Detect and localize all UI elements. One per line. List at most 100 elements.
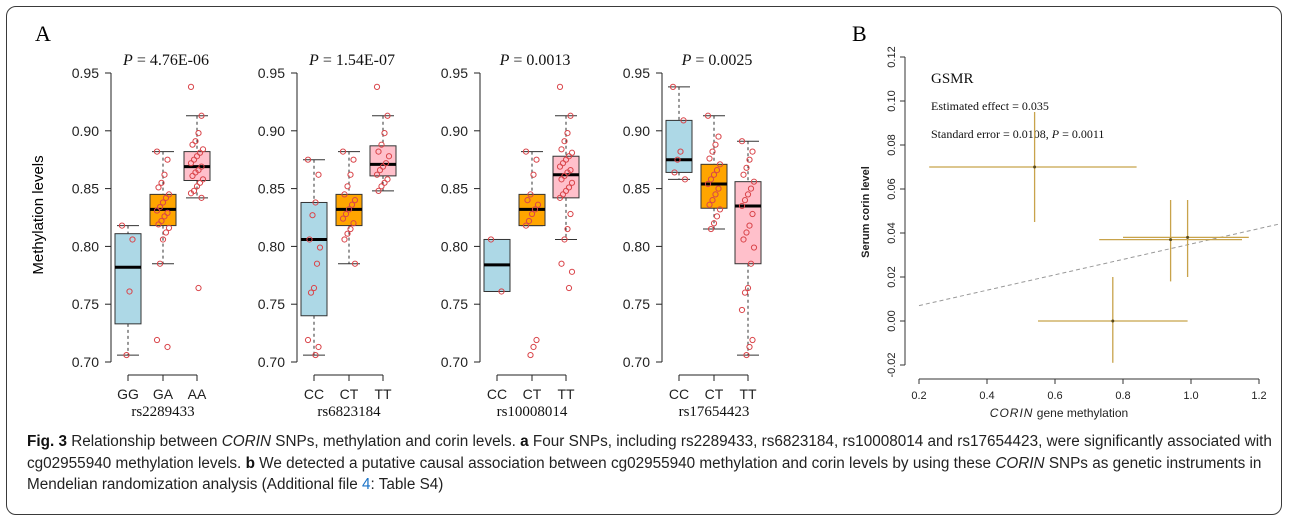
x-axis-label-text: gene methylation: [1033, 406, 1128, 420]
boxplot-2: 0.95 0.90 0.85 0.80 0.75 0.70 CC CT TT rs6823184 P…: [258, 52, 397, 420]
data-point: [304, 336, 312, 344]
y-tick-label: 0.70: [72, 354, 99, 370]
data-point: [559, 191, 567, 198]
data-point: [744, 284, 752, 292]
data-point: [710, 220, 718, 227]
data-point: [750, 178, 758, 185]
data-point: [193, 183, 201, 190]
data-point: [713, 213, 721, 220]
y-tick-label: 0.85: [258, 181, 285, 197]
data-point: [707, 225, 715, 233]
x-tick-label: AA: [188, 386, 207, 402]
caption-label-a: a: [520, 433, 529, 450]
data-point: [310, 284, 318, 292]
data-point: [309, 212, 316, 219]
y-tick-label: 0.80: [258, 238, 285, 254]
p-value-text: = 0.0013: [509, 52, 570, 69]
data-point: [313, 260, 321, 267]
caption-fig-label: Fig. 3: [27, 433, 67, 450]
data-point: [351, 197, 359, 204]
y-axis-label: Serum corin level: [860, 166, 872, 258]
point-marker: [1111, 319, 1115, 323]
standard-error-label: Standard error = 0.0108, P = 0.0011: [931, 127, 1104, 141]
y-tick-label: 0.00: [886, 310, 898, 331]
data-point: [709, 148, 716, 155]
figure-graphics: A B Methylation levels 0.950.900.850.800…: [30, 21, 1280, 420]
additional-file-link[interactable]: 4: [362, 476, 371, 493]
data-point: [345, 206, 353, 213]
data-point: [344, 230, 351, 237]
data-point: [568, 149, 576, 156]
point-marker: [1169, 238, 1173, 242]
data-point: [373, 83, 381, 90]
x-tick-label: CT: [523, 386, 542, 402]
data-point: [316, 244, 324, 251]
gsmr-point-2: [1099, 200, 1242, 282]
data-point: [379, 163, 387, 170]
data-point: [744, 191, 752, 198]
data-point: [155, 221, 162, 228]
data-point: [162, 194, 170, 201]
y-tick-label: 0.90: [72, 123, 99, 139]
panel-a-label: A: [35, 21, 51, 46]
data-point: [192, 169, 199, 176]
gsmr-point-4: [1038, 277, 1188, 363]
y-tick-label: 0.75: [441, 296, 468, 312]
data-point: [710, 171, 718, 178]
p-value-title: P = 1.54E-07: [308, 52, 395, 69]
y-tick-label: 0.95: [441, 65, 468, 81]
data-point: [746, 343, 753, 351]
data-point: [156, 203, 164, 211]
data-point: [315, 171, 322, 178]
data-point: [351, 260, 359, 267]
gsmr-plot: 0.2 0.4 0.6 0.8 1.0 1.2 -0.02 0.00 0.02 0.04 0.06 0…: [860, 46, 1280, 420]
data-point: [715, 133, 722, 140]
data-point: [746, 156, 753, 163]
data-point: [196, 179, 204, 186]
data-point: [669, 83, 677, 90]
plots-group: 0.95 0.90 0.85 0.80 0.75 0.70 GG GA AA rs2289433 P…: [72, 46, 1280, 420]
figure-frame: A B Methylation levels 0.95 0.90 0.85 0.80 0…: [6, 6, 1282, 515]
y-tick-label: 0.95: [72, 65, 99, 81]
x-tick-label: 1.2: [1251, 390, 1266, 402]
data-point: [559, 160, 567, 167]
data-point: [350, 156, 357, 163]
box-TT: [734, 181, 762, 265]
data-point: [123, 351, 130, 359]
data-point: [347, 225, 354, 233]
data-point: [196, 149, 204, 156]
y-tick-label: 0.75: [72, 296, 99, 312]
y-tick-label: -0.02: [886, 352, 898, 377]
p-value-text: = 1.54E-07: [319, 52, 395, 69]
data-point: [375, 187, 382, 195]
caption-gene-2: CORIN: [995, 454, 1045, 472]
y-tick-label: 0.90: [258, 123, 285, 139]
x-tick-label: 0.6: [1047, 390, 1062, 402]
data-point: [568, 268, 576, 275]
data-point: [198, 112, 205, 119]
y-tick-label: 0.95: [623, 65, 650, 81]
data-point: [187, 83, 195, 90]
y-tick-label: 0.95: [258, 65, 285, 81]
y-tick-label: 0.80: [72, 238, 99, 254]
data-point: [706, 201, 713, 208]
p-value-symbol: P: [308, 52, 319, 69]
data-point: [373, 171, 381, 178]
y-tick-label: 0.02: [886, 266, 898, 287]
data-point: [315, 343, 322, 351]
x-tick-label: CC: [487, 386, 507, 402]
data-point: [556, 83, 564, 90]
data-point: [738, 138, 746, 145]
data-point: [565, 184, 573, 191]
x-tick-label: 0.2: [911, 390, 926, 402]
data-point: [153, 148, 161, 155]
data-point: [189, 141, 196, 148]
caption-gene-1: CORIN: [221, 433, 272, 450]
data-point: [126, 288, 133, 295]
x-tick-label: TT: [374, 386, 392, 402]
y-tick-label: 0.12: [886, 46, 898, 67]
data-point: [165, 191, 173, 198]
data-point: [164, 156, 171, 163]
data-point: [161, 213, 168, 220]
p-value-text: = 4.76E-06: [133, 52, 209, 69]
